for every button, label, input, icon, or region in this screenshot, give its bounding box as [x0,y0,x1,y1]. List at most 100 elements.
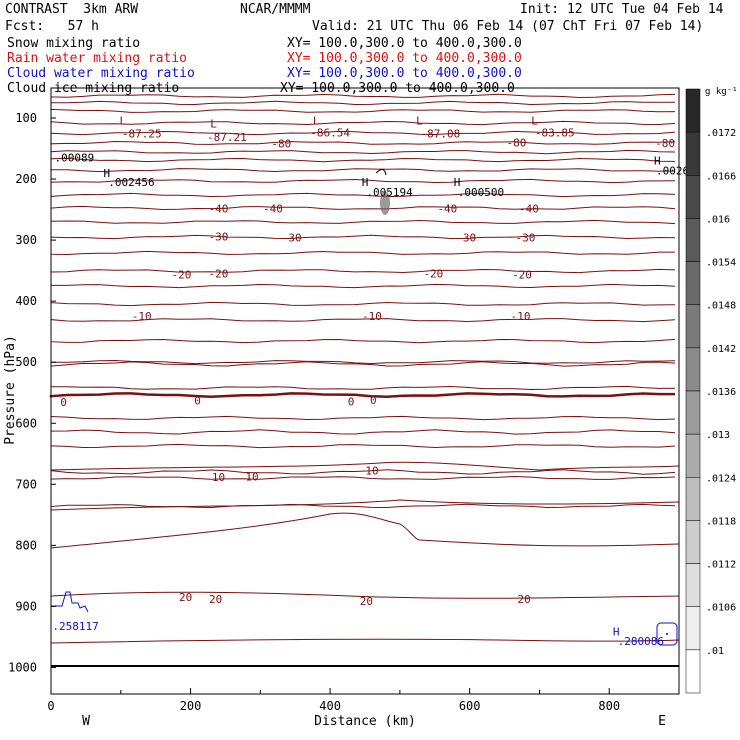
x-tick-label: 200 [180,699,202,713]
extremum-marker: H [654,155,661,168]
contour-label: 20 [179,591,192,604]
extremum-marker: H [613,625,620,638]
colorbar-segment [685,175,701,219]
contour-line [50,168,676,173]
contour-line [50,283,676,289]
field-xy-cloud-water: XY= 100.0,300.0 to 400.0,300.0 [287,66,522,81]
contour-label: -40 [437,202,457,215]
y-axis: 100 200 300 400 500 600 700 800 900 1000 [8,111,56,674]
contour-label: 20 [517,593,530,606]
contour-label: -20 [172,268,192,281]
contour-label: 0 [60,396,67,409]
colorbar-segment [685,131,701,176]
contour-label: -80 [655,137,675,150]
contour-label: -10 [132,310,152,323]
x-tick-label: 800 [598,699,620,713]
field-name-snow: Snow mixing ratio [7,36,141,51]
contour-label: 20 [209,593,222,606]
contour-label: 0 [348,395,355,408]
contour-label: -20 [423,268,443,281]
contour-line [50,192,676,198]
contour-line [50,475,676,480]
contour-line [50,499,680,511]
y-tick-label: 100 [15,111,37,125]
contour-line [50,338,676,344]
colorbar-label: .01 [706,646,724,657]
contour-line [50,461,680,471]
extremum-value: .002456 [108,176,154,189]
colorbar-segment [685,606,701,651]
extremum-marker: L [416,114,423,127]
extremum-marker: L [210,117,217,130]
extremum-marker: H [362,176,369,189]
contour-line [50,130,676,136]
colorbar-label: .0142 [706,344,736,355]
contour-label: 10 [212,471,225,484]
contour-annotations: -87.25 -87.21 -86.54 -87.08 -83.85 -80 -80 -80 -… [52,114,689,648]
contour-line [50,120,676,126]
y-tick-label: 700 [15,477,37,491]
y-tick-label: 600 [15,416,37,430]
contour-label: -86.54 [310,127,350,140]
contour-label: -30 [516,232,536,245]
colorbar-label: .0112 [706,560,736,571]
contour-label: -20 [209,268,229,281]
x-tick-label: 600 [459,699,481,713]
contour-label: 0 [194,395,201,408]
contour-line [50,591,680,599]
compass-east: E [658,714,666,729]
extremum-marker: L [120,114,127,127]
colorbar-label: .016 [706,214,730,225]
contour-line [50,503,676,509]
extremum-marker: H [454,176,461,189]
colorbar-label: .0118 [706,516,736,527]
x-tick-label: 400 [319,699,341,713]
contour-label: -87.25 [122,127,162,140]
contour-label: -40 [519,202,539,215]
colorbar-segment [685,520,701,564]
contour-line [50,385,676,391]
extremum-value: .0026 [656,165,689,178]
contour-label: 10 [245,470,258,483]
contour-line [50,219,676,225]
extremum-marker: H [104,167,111,180]
colorbar-label: .0124 [706,473,736,484]
contour-line-zero [49,392,675,399]
extremum-value: .00089 [54,152,94,165]
forecast-hour: Fcst: 57 h [5,19,99,34]
contour-line [50,178,676,184]
contour-label: 20 [360,595,373,608]
contour-label: -10 [511,310,531,323]
extremum-marker: L [313,114,320,127]
contour-line [50,205,676,211]
contour-line [50,93,676,99]
y-tick-label: 300 [15,233,37,247]
colorbar-label: .0154 [706,258,736,269]
contour-line [50,429,676,435]
field-name-cloud-water: Cloud water mixing ratio [7,66,195,81]
valid-time: Valid: 21 UTC Thu 06 Feb 14 (07 ChT Fri … [312,19,704,34]
colorbar-segment [685,390,701,435]
colorbar-segment [685,261,701,305]
contour-label: -80 [271,138,291,151]
x-axis-label: Distance (km) [314,714,416,729]
contour-line [50,361,676,367]
colorbar-label: .013 [706,430,730,441]
contour-label: 0 [370,394,377,407]
colorbar-label: .0166 [706,171,736,182]
init-time: Init: 12 UTC Tue 04 Feb 14 [520,2,724,17]
y-axis-label: Pressure (hPa) [3,335,18,445]
colorbar-segment [685,477,701,521]
y-tick-label: 1000 [8,660,37,674]
contour-line [50,359,676,365]
contour-label: -20 [512,268,532,281]
y-tick-label: 900 [15,599,37,613]
contour-line [50,469,676,475]
colorbar-label: .0148 [706,301,736,312]
contour-label: 10 [365,464,378,477]
extremum-value: .258117 [52,620,98,633]
field-xy-snow: XY= 100.0,300.0 to 400.0,300.0 [287,36,522,51]
cloud-water-contours [51,591,678,646]
compass-west: W [82,714,90,729]
field-name-rain: Rain water mixing ratio [7,51,188,66]
